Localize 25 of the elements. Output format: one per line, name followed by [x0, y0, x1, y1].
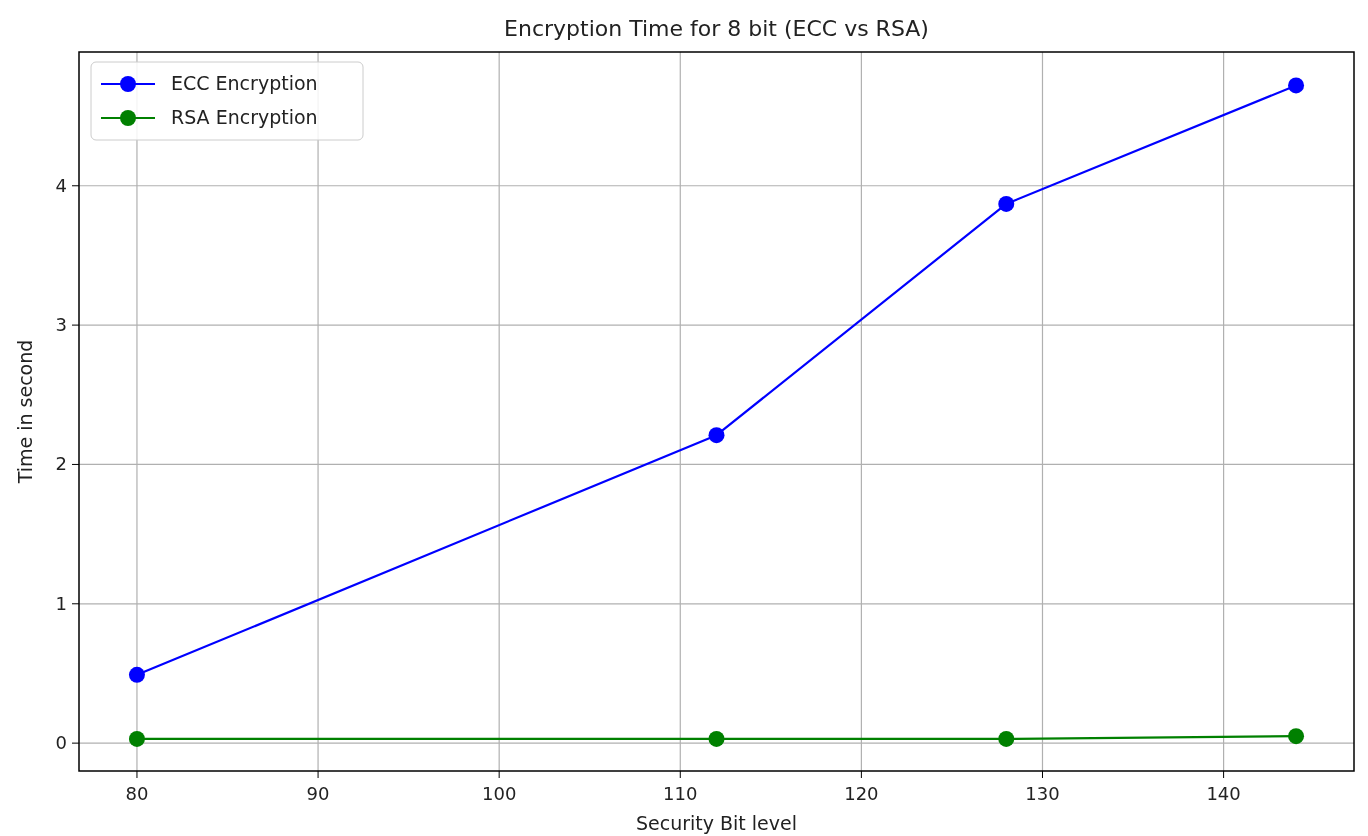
x-tick-label: 130 [1025, 783, 1060, 804]
x-tick-label: 140 [1206, 783, 1241, 804]
x-tick-label: 100 [481, 783, 517, 804]
point [1288, 728, 1305, 745]
x-tick-label: 90 [306, 783, 330, 804]
y-tick-label: 2 [55, 453, 67, 475]
y-axis-title: Time in second [14, 339, 36, 485]
point [998, 730, 1015, 747]
point [128, 730, 145, 747]
point [708, 427, 725, 444]
chart-title: Encryption Time for 8 bit (ECC vs RSA) [504, 16, 929, 41]
x-tick-label: 80 [125, 783, 149, 804]
point [998, 195, 1015, 212]
y-tick-label: 0 [55, 732, 67, 754]
point [708, 730, 725, 747]
point [128, 666, 145, 683]
point [1288, 77, 1305, 94]
x-tick-label: 120 [844, 783, 879, 804]
legend-label: RSA Encryption [171, 106, 318, 128]
x-axis-title: Security Bit level [635, 812, 798, 834]
y-tick-label: 1 [55, 592, 67, 614]
legend-label: ECC Encryption [171, 72, 318, 94]
y-tick-label: 3 [55, 314, 67, 336]
x-tick-label: 110 [663, 783, 698, 804]
y-tick-label: 4 [55, 174, 67, 196]
